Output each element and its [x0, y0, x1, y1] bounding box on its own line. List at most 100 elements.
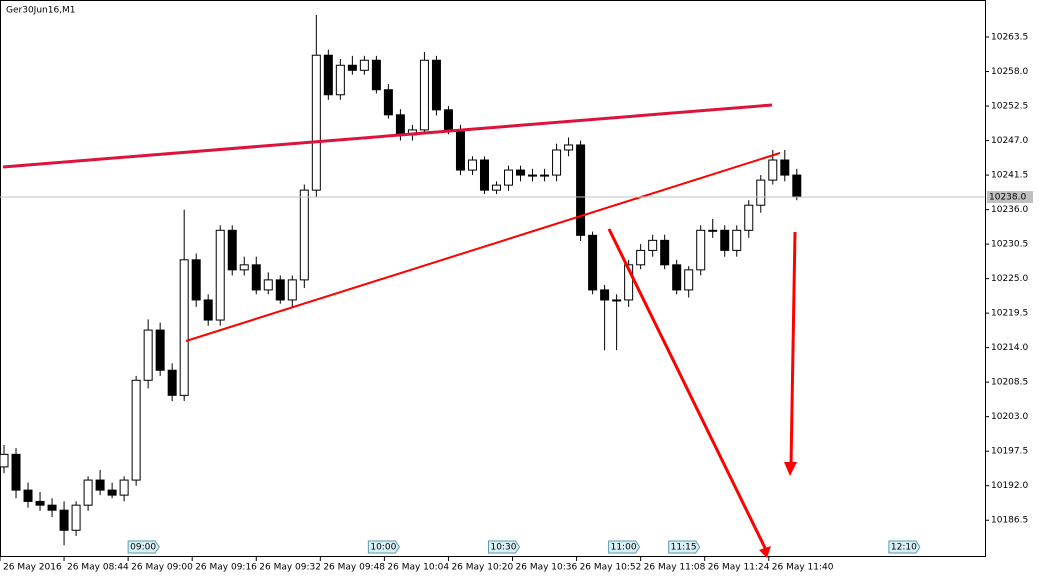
- candle-body: [371, 59, 381, 91]
- trend-line: [185, 152, 781, 342]
- y-tick-label: 10252.5: [991, 102, 1028, 112]
- candle-body: [576, 144, 586, 236]
- y-tick-label: 10241.5: [991, 171, 1028, 181]
- candle-body: [624, 264, 634, 301]
- time-marker-label: 11:15: [671, 543, 697, 553]
- candle-body: [479, 159, 489, 191]
- x-tick-label: 26 May 11:24: [708, 563, 770, 573]
- last-price-box: [987, 191, 1033, 204]
- candle-body: [792, 174, 802, 198]
- candle-body: [155, 329, 165, 371]
- candle-body: [95, 479, 105, 491]
- candle-body: [431, 59, 441, 111]
- candle-body: [275, 279, 285, 301]
- x-tick-label: 26 May 09:16: [195, 563, 257, 573]
- y-tick-label: 10263.5: [991, 33, 1028, 43]
- time-marker: [367, 540, 400, 554]
- x-tick-label: 26 May 09:48: [323, 563, 385, 573]
- candle-body: [11, 453, 21, 491]
- candle-body: [323, 54, 333, 96]
- x-tick-label: 26 May 11:08: [644, 563, 706, 573]
- candle-body: [383, 89, 393, 116]
- candle-body: [564, 144, 574, 151]
- candle-body: [552, 149, 562, 176]
- time-marker: [668, 540, 701, 554]
- x-tick-label: 26 May 11:40: [772, 563, 834, 573]
- time-marker: [888, 540, 921, 554]
- y-tick-label: 10192.0: [991, 481, 1028, 491]
- candle-body: [71, 504, 81, 531]
- candle-body: [768, 159, 778, 181]
- candle-body: [720, 229, 730, 251]
- candle-body: [179, 259, 189, 396]
- candle-body: [119, 479, 129, 496]
- candle-body: [528, 174, 538, 177]
- candle-body: [299, 189, 309, 281]
- candle-body: [744, 204, 754, 231]
- candle-body: [311, 54, 321, 191]
- arrow-line: [607, 228, 769, 553]
- candle-body: [47, 504, 57, 511]
- candle-body: [708, 229, 718, 232]
- x-tick-label: 26 May 09:32: [259, 563, 321, 573]
- candle-body: [263, 279, 273, 291]
- candle-body: [131, 379, 141, 481]
- x-tick-label: 26 May 10:20: [451, 563, 513, 573]
- candle-body: [684, 269, 694, 291]
- y-tick-label: 10197.5: [991, 447, 1028, 457]
- candle-body: [143, 329, 153, 381]
- x-tick-label: 26 May 10:04: [387, 563, 449, 573]
- candle-body: [35, 500, 45, 506]
- candle-body: [467, 159, 477, 171]
- y-tick-label: 10258.0: [991, 67, 1028, 77]
- candle-body: [203, 299, 213, 321]
- candle-body: [227, 229, 237, 271]
- candle-body: [504, 169, 514, 186]
- y-tick-label: 10186.5: [991, 516, 1028, 526]
- candle-body: [588, 234, 598, 291]
- candle-body: [648, 239, 658, 251]
- y-tick-label: 10203.0: [991, 412, 1028, 422]
- candle-body: [107, 489, 117, 496]
- candle-body: [59, 509, 69, 531]
- candle-body: [696, 229, 706, 271]
- last-price-label: 10238.0: [989, 193, 1026, 203]
- y-tick-label: 10219.5: [991, 309, 1028, 319]
- arrow-head: [784, 462, 797, 476]
- candle-body: [636, 249, 646, 266]
- candle-body: [419, 59, 429, 131]
- time-marker-label: 10:00: [370, 543, 396, 553]
- candle-body: [756, 179, 766, 206]
- candle-body: [600, 289, 610, 301]
- time-marker-label: 12:10: [891, 543, 917, 553]
- arrow-line: [789, 231, 797, 467]
- candle-body: [540, 174, 550, 177]
- y-tick-label: 10208.5: [991, 378, 1028, 388]
- candle-body: [660, 239, 670, 266]
- time-marker: [127, 540, 160, 554]
- candle-body: [492, 184, 502, 191]
- y-tick-label: 10225.0: [991, 274, 1028, 284]
- candle-body: [335, 64, 345, 96]
- candle-body: [395, 114, 405, 136]
- x-tick-label: 26 May 09:00: [131, 563, 193, 573]
- candle-body: [167, 369, 177, 396]
- x-tick-label: 26 May 10:52: [580, 563, 642, 573]
- candle-body: [23, 489, 33, 502]
- x-tick-label: 26 May 2016: [3, 563, 62, 573]
- time-marker-label: 10:30: [490, 543, 516, 553]
- candle-body: [287, 279, 297, 301]
- time-marker: [487, 540, 521, 554]
- arrow-head: [759, 546, 771, 558]
- x-tick-label: 26 May 08:44: [67, 563, 129, 573]
- candle-body: [0, 453, 9, 468]
- candle-body: [191, 259, 201, 301]
- candle-body: [455, 129, 465, 171]
- candle-body: [780, 159, 790, 176]
- time-marker-label: 11:00: [611, 543, 637, 553]
- y-tick-label: 10247.0: [991, 136, 1028, 146]
- y-tick-label: 10230.5: [991, 240, 1028, 250]
- candle-body: [347, 64, 357, 71]
- plot-area: [0, 0, 986, 557]
- y-tick-label: 10236.0: [991, 205, 1028, 215]
